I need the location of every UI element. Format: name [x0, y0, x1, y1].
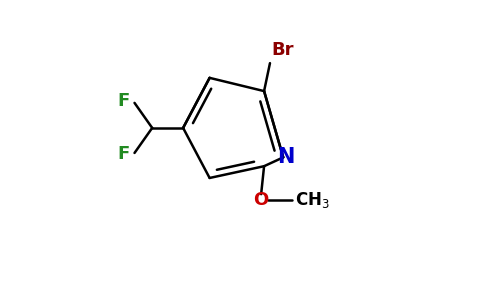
- Text: CH$_3$: CH$_3$: [295, 190, 330, 210]
- Text: O: O: [254, 191, 269, 209]
- Text: F: F: [118, 92, 130, 110]
- Text: N: N: [277, 147, 294, 167]
- Text: F: F: [118, 146, 130, 164]
- Text: Br: Br: [272, 41, 294, 59]
